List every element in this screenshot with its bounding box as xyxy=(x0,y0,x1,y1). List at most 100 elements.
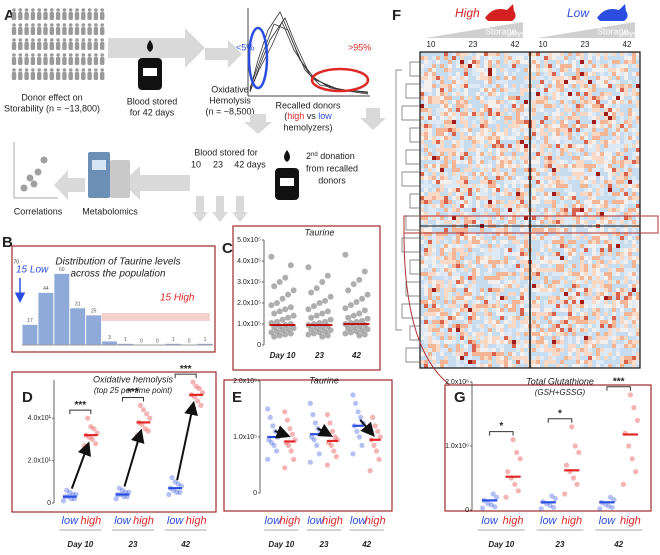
heatmap-cell xyxy=(592,296,596,300)
heatmap-cell xyxy=(484,296,488,300)
heatmap-cell xyxy=(500,136,504,140)
heatmap-cell xyxy=(620,168,624,172)
heatmap-cell xyxy=(552,292,556,296)
heatmap-cell xyxy=(624,92,628,96)
heatmap-cell xyxy=(448,144,452,148)
heatmap-cell xyxy=(608,164,612,168)
heatmap-cell xyxy=(628,64,632,68)
heatmap-cell xyxy=(556,352,560,356)
heatmap-cell xyxy=(524,332,528,336)
heatmap-cell xyxy=(616,96,620,100)
blood-bag-label xyxy=(280,178,294,186)
heatmap-cell xyxy=(560,300,564,304)
heatmap-cell xyxy=(636,192,640,196)
heatmap-cell xyxy=(460,340,464,344)
donor-icon-head xyxy=(50,23,54,27)
heatmap-cell xyxy=(512,308,516,312)
heatmap-cell xyxy=(552,68,556,72)
heatmap-cell xyxy=(420,204,424,208)
heatmap-cell xyxy=(616,216,620,220)
heatmap-cell xyxy=(532,216,536,220)
data-point xyxy=(609,504,615,511)
heatmap-cell xyxy=(504,120,508,124)
heatmap-cell xyxy=(620,308,624,312)
data-point xyxy=(353,298,360,305)
heatmap-cell xyxy=(516,280,520,284)
heatmap-cell xyxy=(464,248,468,252)
heatmap-cell xyxy=(616,64,620,68)
heatmap-cell xyxy=(560,284,564,288)
heatmap-cell xyxy=(512,124,516,128)
donor-icon-body xyxy=(81,57,86,65)
heatmap-cell xyxy=(508,76,512,80)
heatmap-cell xyxy=(620,120,624,124)
heatmap-cell xyxy=(444,116,448,120)
heatmap-cell xyxy=(424,176,428,180)
heatmap-cell xyxy=(472,52,476,56)
donor-icon-head xyxy=(62,68,67,72)
heatmap-cell xyxy=(432,76,436,80)
heatmap-cell xyxy=(564,344,568,348)
heatmap-cell xyxy=(504,60,508,64)
heatmap-cell xyxy=(564,212,568,216)
heatmap-cell xyxy=(616,116,620,120)
heatmap-cell xyxy=(432,132,436,136)
heatmap-cell xyxy=(572,264,576,268)
heatmap-cell xyxy=(616,128,620,132)
heatmap-cell xyxy=(556,100,560,104)
heatmap-cell xyxy=(628,164,632,168)
heatmap-cell xyxy=(580,152,584,156)
heatmap-cell xyxy=(480,364,484,368)
heatmap-cell xyxy=(560,52,564,56)
data-point xyxy=(352,400,359,406)
heatmap-cell xyxy=(552,344,556,348)
heatmap-cell xyxy=(500,52,504,56)
heatmap-cell xyxy=(480,148,484,152)
heatmap-cell xyxy=(544,356,548,360)
heatmap-cell xyxy=(484,208,488,212)
heatmap-cell xyxy=(580,272,584,276)
heatmap-cell xyxy=(508,100,512,104)
heatmap-cell xyxy=(576,180,580,184)
donor-icon-body xyxy=(49,72,54,80)
heatmap-cell xyxy=(584,260,588,264)
heatmap-cell xyxy=(556,172,560,176)
heatmap-cell xyxy=(612,168,616,172)
donor-icon-head xyxy=(18,68,23,72)
heatmap-cell xyxy=(484,200,488,204)
heatmap-cell xyxy=(572,236,576,240)
heatmap-cell xyxy=(604,152,608,156)
heatmap-cell xyxy=(620,108,624,112)
heatmap-cell xyxy=(568,316,572,320)
heatmap-cell xyxy=(564,328,568,332)
heatmap-cell xyxy=(544,124,548,128)
heatmap-cell xyxy=(488,52,492,56)
heatmap-cell xyxy=(556,260,560,264)
heatmap-cell xyxy=(508,116,512,120)
heatmap-cell xyxy=(504,328,508,332)
y-tick-label: 4.0x10¹ xyxy=(28,415,52,422)
heatmap-cell xyxy=(428,176,432,180)
heatmap-cell xyxy=(500,200,504,204)
heatmap-cell xyxy=(588,292,592,296)
heatmap-cell xyxy=(428,100,432,104)
heatmap-cell xyxy=(548,220,552,224)
series-label: low xyxy=(481,515,499,527)
heatmap-cell xyxy=(524,152,528,156)
donor-icon-head xyxy=(50,38,54,42)
heatmap-cell xyxy=(604,72,608,76)
heatmap-cell xyxy=(564,300,568,304)
heatmap-cell xyxy=(460,144,464,148)
data-point xyxy=(515,488,521,494)
heatmap-cell xyxy=(432,356,436,360)
heatmap-cell xyxy=(420,356,424,360)
heatmap-cell xyxy=(632,80,636,84)
heatmap-cell xyxy=(544,84,548,88)
heatmap-cell xyxy=(596,348,600,352)
heatmap-cell xyxy=(468,140,472,144)
heatmap-cell xyxy=(532,124,536,128)
heatmap-cell xyxy=(492,140,496,144)
heatmap-cell xyxy=(560,136,564,140)
heatmap-cell xyxy=(544,204,548,208)
heatmap-cell xyxy=(608,248,612,252)
